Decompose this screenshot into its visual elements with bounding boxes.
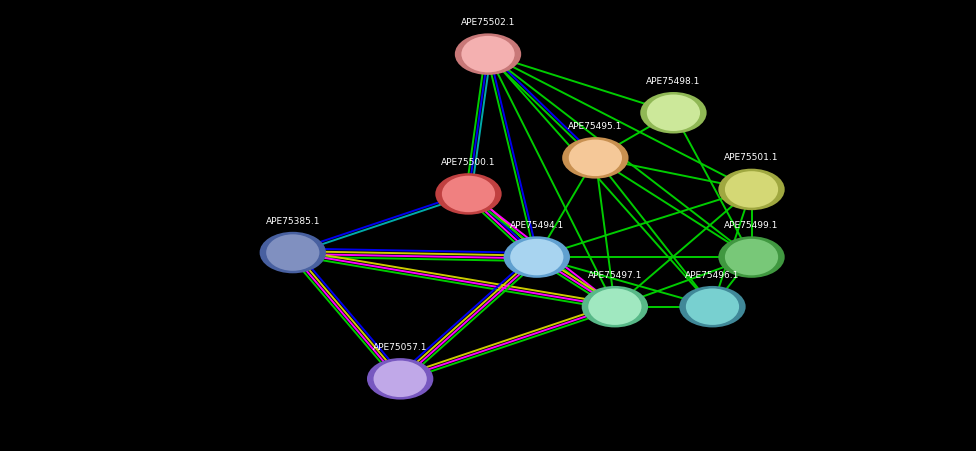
Text: APE75057.1: APE75057.1 [373, 343, 427, 352]
Text: APE75498.1: APE75498.1 [646, 77, 701, 86]
Ellipse shape [718, 236, 785, 278]
Text: APE75496.1: APE75496.1 [685, 271, 740, 280]
Ellipse shape [367, 358, 433, 400]
Ellipse shape [455, 33, 521, 75]
Ellipse shape [562, 137, 629, 179]
Ellipse shape [504, 236, 570, 278]
Text: APE75502.1: APE75502.1 [461, 18, 515, 27]
Ellipse shape [582, 286, 648, 327]
Ellipse shape [679, 286, 746, 327]
Text: APE75497.1: APE75497.1 [588, 271, 642, 280]
Ellipse shape [461, 35, 515, 73]
Text: APE75499.1: APE75499.1 [724, 221, 779, 230]
Text: APE75500.1: APE75500.1 [441, 158, 496, 167]
Ellipse shape [588, 288, 642, 326]
Ellipse shape [724, 238, 779, 276]
Text: APE75494.1: APE75494.1 [509, 221, 564, 230]
Text: APE75495.1: APE75495.1 [568, 122, 623, 131]
Text: APE75385.1: APE75385.1 [265, 216, 320, 226]
Ellipse shape [260, 232, 326, 273]
Ellipse shape [685, 288, 740, 326]
Ellipse shape [640, 92, 707, 133]
Ellipse shape [568, 139, 623, 177]
Ellipse shape [265, 234, 320, 272]
Text: APE75501.1: APE75501.1 [724, 153, 779, 162]
Ellipse shape [509, 238, 564, 276]
Ellipse shape [441, 175, 496, 213]
Ellipse shape [724, 170, 779, 208]
Ellipse shape [373, 360, 427, 398]
Ellipse shape [646, 94, 701, 132]
Ellipse shape [435, 173, 502, 215]
Ellipse shape [718, 169, 785, 210]
